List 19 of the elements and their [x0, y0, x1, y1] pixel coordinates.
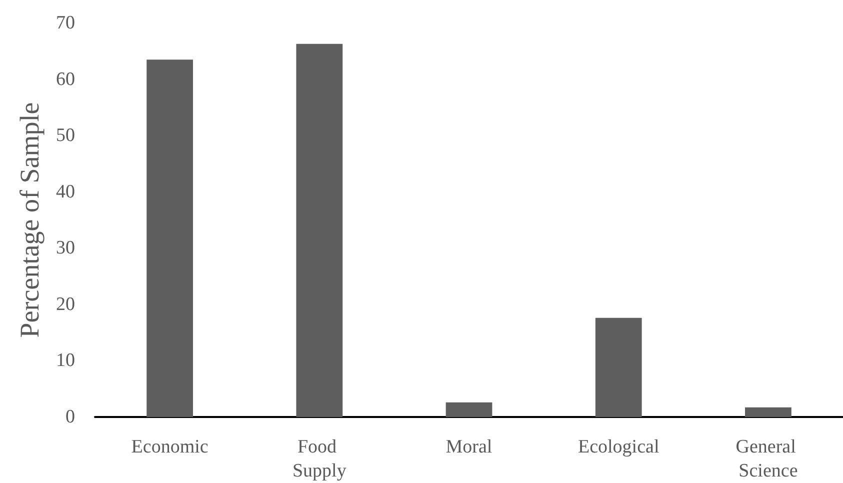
y-tick-label: 30 [56, 238, 75, 259]
y-tick-label: 0 [66, 406, 75, 428]
bar [296, 44, 343, 417]
bar [146, 60, 193, 417]
y-tick-label: 50 [56, 125, 75, 146]
x-tick-label: Moral [446, 436, 492, 458]
y-tick-label: 40 [56, 181, 75, 202]
y-tick-label: 20 [56, 294, 75, 315]
y-tick-label: 60 [56, 68, 75, 90]
y-tick-label: 70 [56, 12, 75, 34]
x-tick-label: Ecological [578, 436, 660, 458]
x-tick-label: Economic [131, 436, 208, 458]
y-axis-title: Percentage of Sample [14, 102, 44, 338]
x-tick-label: General Science [736, 436, 801, 482]
x-tick-label: Food Supply [292, 436, 347, 482]
y-tick-label: 10 [56, 350, 75, 372]
bar [446, 402, 492, 417]
bar [745, 407, 792, 417]
bar [595, 318, 642, 417]
